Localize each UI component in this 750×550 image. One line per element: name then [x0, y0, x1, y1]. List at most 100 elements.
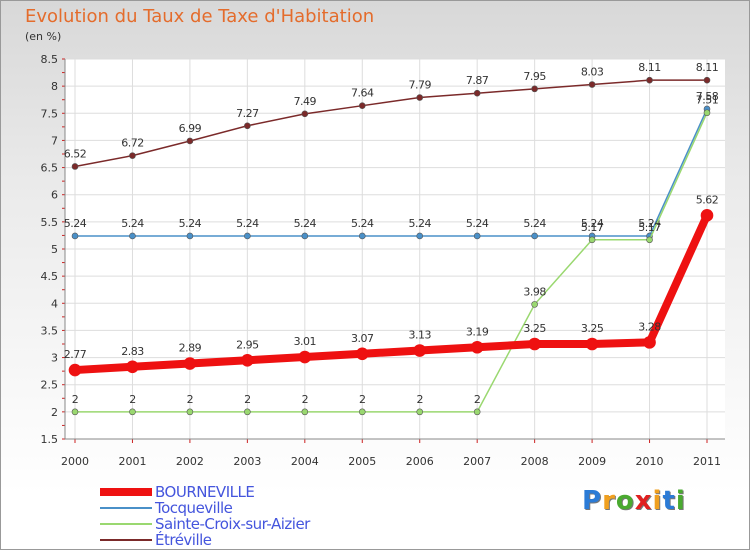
data-point	[531, 232, 538, 240]
data-point	[244, 408, 251, 416]
data-point	[186, 232, 194, 240]
data-point	[355, 347, 369, 361]
data-label: 5.17	[581, 221, 604, 234]
data-point	[244, 232, 251, 240]
data-point	[588, 81, 596, 88]
data-label: 3.28	[638, 320, 661, 333]
legend-swatch	[100, 523, 152, 525]
y-tick-label: 4.5	[41, 270, 59, 283]
x-tick-label: 2001	[118, 455, 146, 468]
data-label: 7.58	[696, 90, 719, 103]
data-point	[528, 337, 541, 351]
y-tick-label: 2	[51, 406, 58, 419]
data-point	[244, 122, 251, 130]
data-label: 2.95	[236, 338, 259, 351]
series-bourneville: 2.77 2.83 2.89 2.95 3.01 3.07 3.13 3.19 3.25 3.25…	[64, 193, 719, 377]
data-label: 3.25	[581, 322, 604, 335]
x-tick-label: 2000	[61, 455, 89, 468]
data-point	[646, 236, 653, 244]
data-point	[186, 408, 194, 416]
y-tick-label: 1.5	[41, 433, 59, 446]
y-axis-unit: (en %)	[25, 30, 62, 43]
data-label: 8.11	[696, 61, 719, 74]
data-point	[473, 408, 481, 416]
data-point	[71, 163, 79, 170]
x-tick-label: 2008	[521, 455, 549, 468]
y-tick-label: 6	[51, 189, 58, 202]
data-point	[71, 408, 79, 416]
legend-swatch	[100, 539, 152, 541]
x-tick-label: 2010	[636, 455, 664, 468]
data-point	[358, 232, 366, 240]
data-label: 7.64	[351, 87, 374, 100]
data-label: 5.62	[696, 193, 719, 206]
data-label: 5.24	[351, 217, 374, 230]
y-tick-label: 7	[51, 134, 58, 147]
data-label: 5.24	[64, 217, 87, 230]
data-label: 5.24	[408, 217, 431, 230]
logo-letter: P	[582, 486, 603, 516]
data-label: 2	[302, 393, 309, 406]
data-point	[700, 209, 714, 222]
series-line	[71, 211, 711, 375]
data-label: 6.72	[121, 137, 144, 150]
data-point	[129, 232, 136, 240]
data-point	[241, 353, 254, 367]
x-tick-label: 2007	[463, 455, 491, 468]
y-tick-label: 6.5	[41, 162, 59, 175]
data-point	[588, 236, 596, 244]
legend-label: BOURNEVILLE	[155, 483, 255, 501]
data-point	[126, 360, 139, 374]
data-point	[68, 363, 82, 377]
data-point	[186, 137, 194, 145]
legend-swatch	[100, 507, 152, 509]
data-label: 2	[359, 393, 366, 406]
legend-swatch	[100, 488, 152, 496]
data-label: 2	[474, 393, 481, 406]
data-label: 5.24	[294, 217, 317, 230]
data-point	[585, 337, 599, 351]
data-label: 5.24	[466, 217, 489, 230]
data-label: 3.13	[408, 329, 431, 342]
legend-label: Étréville	[155, 531, 212, 549]
data-point	[183, 357, 197, 370]
data-label: 2	[72, 393, 79, 406]
data-point	[413, 344, 427, 357]
y-tick-label: 8.5	[41, 53, 59, 66]
data-point	[358, 102, 366, 109]
data-point	[301, 232, 309, 240]
data-point	[129, 408, 136, 416]
data-label: 2	[244, 393, 251, 406]
series--tr-ville: 6.52 6.72 6.99 7.27 7.49 7.64 7.79 7.87 7.95 8.03…	[64, 61, 719, 170]
data-label: 5.24	[179, 217, 202, 230]
data-label: 3.07	[351, 332, 374, 345]
data-label: 5.24	[523, 217, 546, 230]
logo-letter: x	[634, 486, 653, 516]
x-tick-label: 2005	[348, 455, 376, 468]
data-label: 7.79	[408, 79, 431, 92]
data-point	[703, 109, 711, 117]
x-tick-label: 2006	[406, 455, 434, 468]
data-point	[470, 340, 484, 354]
data-point	[531, 85, 538, 93]
y-tick-label: 5	[51, 243, 58, 256]
y-tick-label: 3.5	[41, 324, 59, 337]
chart-title: Evolution du Taux de Taxe d'Habitation	[25, 6, 375, 27]
series-line	[74, 108, 708, 237]
logo-letter: o	[615, 486, 635, 516]
data-point	[298, 350, 312, 364]
data-label: 7.49	[294, 95, 317, 108]
y-tick-label: 4	[51, 297, 58, 310]
data-label: 2.83	[121, 345, 144, 358]
x-tick-label: 2002	[176, 455, 204, 468]
x-tick-label: 2009	[578, 455, 606, 468]
data-point	[301, 110, 309, 118]
data-point	[473, 89, 481, 97]
data-point	[416, 408, 424, 416]
data-label: 3.25	[523, 322, 546, 335]
proxiti-logo: Proxiti	[582, 486, 686, 516]
data-label: 2.77	[64, 348, 87, 361]
series-line	[74, 111, 708, 413]
logo-letter: t	[662, 486, 676, 516]
data-point	[129, 152, 136, 159]
